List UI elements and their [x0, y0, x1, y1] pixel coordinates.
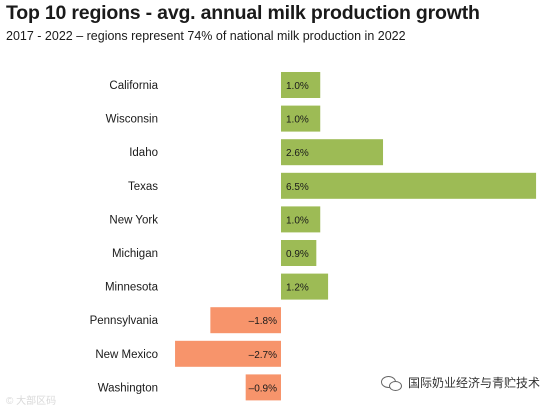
- category-label: Texas: [128, 181, 158, 193]
- chart-title: Top 10 regions - avg. annual milk produc…: [6, 2, 480, 24]
- value-label: 1.0%: [286, 115, 309, 126]
- category-label: Michigan: [112, 248, 158, 260]
- category-label: Minnesota: [105, 282, 159, 294]
- value-label: 1.0%: [286, 81, 309, 92]
- category-label: Pennsylvania: [90, 315, 159, 327]
- category-label: New York: [109, 214, 158, 226]
- bar: [175, 340, 281, 367]
- category-label: Wisconsin: [106, 114, 158, 126]
- wechat-icon: [380, 375, 403, 391]
- value-label: –1.8%: [249, 316, 277, 327]
- bar: [281, 240, 317, 266]
- value-label: 2.6%: [286, 148, 309, 159]
- chart-subtitle: 2017 - 2022 – regions represent 74% of n…: [6, 29, 406, 43]
- value-label: 1.0%: [286, 215, 309, 226]
- bar: [281, 139, 384, 166]
- bar: [281, 172, 537, 199]
- category-label: Idaho: [129, 147, 158, 159]
- bar: [281, 72, 321, 98]
- watermark-left: © 大部区码: [6, 396, 57, 407]
- bar: [281, 273, 329, 300]
- category-label: Washington: [98, 382, 158, 394]
- value-label: 1.2%: [286, 283, 309, 294]
- category-label: New Mexico: [95, 349, 158, 361]
- value-label: 6.5%: [286, 182, 309, 193]
- bar: [281, 105, 321, 132]
- bar: [245, 374, 281, 401]
- value-label: 0.9%: [286, 249, 309, 260]
- watermark-right: 国际奶业经济与青贮技术: [380, 374, 540, 391]
- watermark-right-text: 国际奶业经济与青贮技术: [407, 376, 540, 390]
- value-label: –0.9%: [249, 383, 277, 394]
- bar: [210, 307, 281, 334]
- bar: [281, 206, 321, 233]
- category-label: California: [109, 80, 158, 92]
- value-label: –2.7%: [249, 350, 277, 361]
